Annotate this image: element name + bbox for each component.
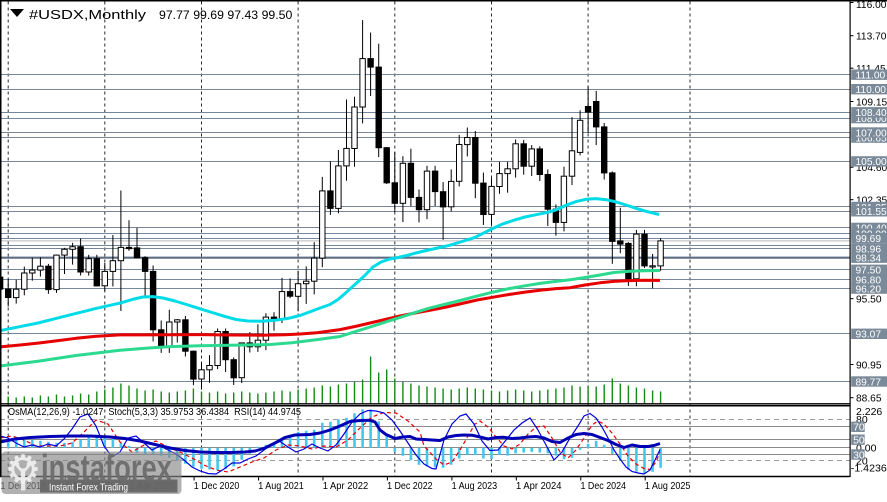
svg-text:30: 30	[853, 449, 865, 461]
svg-text:80: 80	[856, 414, 868, 426]
svg-text:98.96: 98.96	[856, 245, 882, 256]
svg-text:50: 50	[853, 435, 865, 447]
svg-text:108.40: 108.40	[856, 108, 887, 119]
svg-text:1 Aug 2023: 1 Aug 2023	[452, 481, 498, 492]
svg-text:1 Aug 2025: 1 Aug 2025	[645, 481, 691, 492]
svg-text:105.00: 105.00	[856, 157, 887, 168]
svg-text:97.50: 97.50	[856, 266, 882, 277]
svg-text:106.65: 106.65	[856, 133, 887, 144]
svg-text:101.55: 101.55	[856, 207, 887, 218]
svg-text:90.95: 90.95	[856, 360, 882, 371]
svg-text:107.00: 107.00	[856, 128, 887, 139]
svg-text:OsMA(12,26,9) -1.0247 Stoch(5: OsMA(12,26,9) -1.0247 Stoch(5,3,3) 35.97…	[8, 407, 301, 418]
svg-text:2.226: 2.226	[856, 406, 882, 418]
svg-text:20: 20	[856, 456, 868, 468]
svg-text:96.80: 96.80	[856, 276, 882, 287]
svg-text:116.00: 116.00	[856, 0, 887, 11]
svg-text:1 Apr 2024: 1 Apr 2024	[516, 481, 562, 492]
svg-text:Instant Forex Trading: Instant Forex Trading	[49, 482, 128, 494]
svg-text:1 Dec 2022: 1 Dec 2022	[387, 481, 433, 492]
svg-text:98.34: 98.34	[856, 254, 882, 265]
svg-text:102.35: 102.35	[856, 196, 887, 207]
svg-text:1 Dec 2024: 1 Dec 2024	[581, 481, 627, 492]
svg-text:1 Aug 2021: 1 Aug 2021	[258, 481, 304, 492]
svg-text:93.07: 93.07	[856, 330, 882, 341]
svg-text:109.15: 109.15	[856, 97, 887, 108]
svg-text:#USDX,Monthly: #USDX,Monthly	[29, 7, 147, 22]
svg-text:113.70: 113.70	[856, 32, 887, 43]
svg-text:108.00: 108.00	[856, 114, 887, 125]
svg-text:99.69: 99.69	[856, 234, 882, 245]
svg-text:89.77: 89.77	[856, 377, 882, 388]
svg-text:instaforex: instaforex	[41, 448, 172, 489]
svg-text:97.77 99.69 97.43 99.50: 97.77 99.69 97.43 99.50	[159, 8, 292, 22]
svg-text:111.00: 111.00	[856, 71, 886, 82]
svg-text:96.20: 96.20	[856, 284, 882, 295]
svg-text:95.50: 95.50	[856, 295, 882, 306]
svg-text:1 Dec 2020: 1 Dec 2020	[194, 481, 240, 492]
svg-text:1 Apr 2022: 1 Apr 2022	[323, 481, 369, 492]
svg-text:88.65: 88.65	[856, 394, 882, 405]
svg-text:-1.4236: -1.4236	[851, 463, 887, 475]
svg-text:110.00: 110.00	[856, 85, 887, 96]
svg-text:70: 70	[853, 422, 865, 434]
svg-text:104.60: 104.60	[856, 163, 887, 174]
